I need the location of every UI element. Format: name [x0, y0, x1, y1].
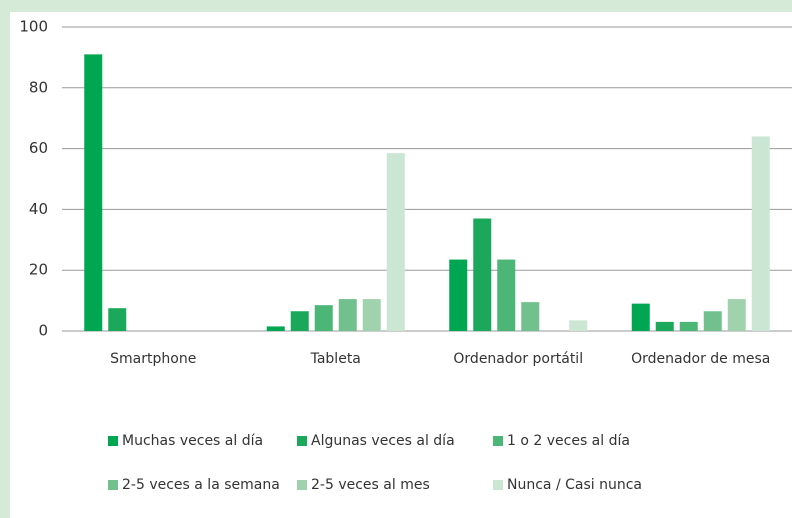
y-tick-label: 60	[29, 139, 48, 157]
y-tick-label: 40	[29, 200, 48, 218]
bar	[314, 305, 333, 331]
legend-swatch	[297, 436, 307, 446]
bar	[631, 303, 650, 331]
bar	[449, 259, 468, 331]
legend-swatch	[108, 480, 118, 490]
bar	[497, 259, 516, 331]
y-tick-label: 0	[38, 322, 48, 340]
bar	[569, 320, 588, 331]
y-tick-label: 80	[29, 78, 48, 96]
legend-label: 2-5 veces al mes	[311, 477, 430, 493]
x-tick-label: Ordenador portátil	[453, 351, 583, 367]
bar	[521, 302, 540, 331]
bar	[266, 326, 285, 331]
legend-label: 1 o 2 veces al día	[507, 433, 630, 449]
bar	[751, 136, 770, 331]
bar	[108, 308, 127, 331]
y-tick-label: 100	[19, 18, 48, 36]
bar	[727, 299, 746, 331]
x-tick-label: Smartphone	[110, 351, 196, 367]
legend-swatch	[108, 436, 118, 446]
bar	[655, 321, 674, 331]
legend-label: 2-5 veces a la semana	[122, 477, 280, 493]
legend-label: Nunca / Casi nunca	[507, 477, 642, 493]
bar	[84, 54, 103, 332]
bar	[338, 299, 357, 331]
legend-label: Muchas veces al día	[122, 433, 263, 449]
x-tick-label: Ordenador de mesa	[631, 351, 770, 367]
y-tick-label: 20	[29, 261, 48, 279]
bar	[362, 299, 381, 331]
bar	[290, 311, 309, 331]
bar	[386, 153, 405, 331]
x-tick-label: Tableta	[310, 351, 361, 367]
bar	[679, 321, 698, 331]
bar	[473, 218, 492, 331]
legend-label: Algunas veces al día	[311, 433, 455, 449]
legend-swatch	[297, 480, 307, 490]
bar	[703, 311, 722, 331]
legend-swatch	[493, 480, 503, 490]
legend-swatch	[493, 436, 503, 446]
